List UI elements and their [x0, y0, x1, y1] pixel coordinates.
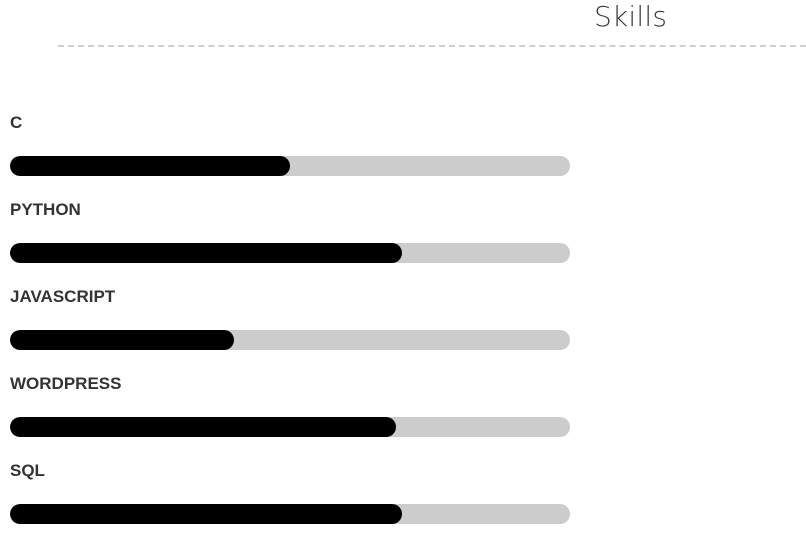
skill-item-sql: SQL: [10, 461, 570, 548]
skill-progress-track: [10, 504, 570, 524]
skill-progress-fill: [10, 417, 397, 437]
skill-progress-track: [10, 243, 570, 263]
skill-progress-fill: [10, 243, 402, 263]
skill-label: C: [10, 113, 23, 132]
skill-progress-track: [10, 156, 570, 176]
skill-label: SQL: [10, 461, 45, 480]
skill-item-wordpress: WORDPRESS: [10, 374, 570, 461]
skill-label: PYTHON: [10, 200, 81, 219]
skill-progress-fill: [10, 156, 290, 176]
section-title: Skills: [594, 0, 668, 33]
skill-progress-track: [10, 417, 570, 437]
skill-progress-track: [10, 330, 570, 350]
skills-list: C PYTHON JAVASCRIPT WORDPRESS SQL: [10, 113, 570, 548]
skill-item-c: C: [10, 113, 570, 200]
skill-item-python: PYTHON: [10, 200, 570, 287]
skill-item-javascript: JAVASCRIPT: [10, 287, 570, 374]
skill-label: WORDPRESS: [10, 374, 122, 393]
skill-label: JAVASCRIPT: [10, 287, 116, 306]
title-divider: [58, 45, 806, 47]
skill-progress-fill: [10, 330, 234, 350]
skill-progress-fill: [10, 504, 402, 524]
